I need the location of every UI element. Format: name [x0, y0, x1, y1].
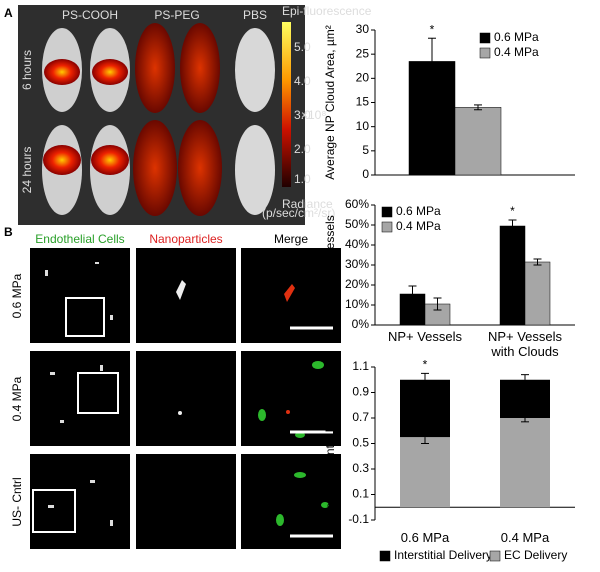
colorbar-title: Epi-fluorescence [282, 4, 372, 18]
significance-marker: * [510, 204, 515, 218]
legend-swatch [479, 47, 491, 59]
bar [454, 107, 502, 176]
x-tick-label: 0.4 MPa [500, 530, 550, 545]
y-tick-label: 1.1 [352, 359, 369, 373]
row-label: US- Cntrl [10, 477, 24, 526]
row-label: 0.6 MPa [10, 273, 24, 318]
y-tick-label: 0.3 [352, 461, 369, 475]
bar-segment [400, 379, 450, 438]
significance-marker: * [423, 358, 428, 372]
y-tick-label: 10% [345, 297, 369, 311]
x-tick-label: NP+ Vessels [387, 329, 463, 344]
colorbar-unit: (p/sec/cm²/sr) [262, 206, 335, 220]
bar-segment [400, 437, 450, 508]
y-tick-label: 0% [352, 317, 370, 331]
colorbar-tick: 5.0 [294, 40, 311, 54]
legend-swatch [379, 550, 391, 562]
legend-label: 0.6 MPa [396, 204, 441, 218]
column-label: Merge [274, 232, 308, 246]
legend-label: EC Delivery [504, 548, 567, 562]
legend-swatch [381, 206, 393, 218]
column-label: PBS [243, 8, 267, 22]
colorbar-scale: ×10⁸ [301, 108, 326, 122]
y-tick-label: 20 [356, 71, 370, 85]
y-tick-label: 0.5 [352, 436, 369, 450]
y-tick-label: 15 [356, 95, 370, 109]
colorbar-tick: 4.0 [294, 74, 311, 88]
y-tick-label: 0.7 [352, 410, 369, 424]
bar [499, 225, 526, 326]
y-tick-label: 30 [356, 22, 370, 36]
legend-swatch [381, 221, 393, 233]
panel-label: A [4, 6, 13, 20]
colorbar [282, 22, 291, 187]
y-tick-label: 0 [362, 167, 369, 181]
x-tick-label: NP+ Vessels with Clouds [487, 329, 563, 359]
row-label: 0.4 MPa [10, 376, 24, 421]
legend-label: Interstitial Delivery [394, 548, 492, 562]
column-label: Endothelial Cells [35, 232, 124, 246]
mice [42, 23, 275, 216]
y-tick-label: -0.1 [348, 512, 369, 526]
y-tick-label: 40% [345, 237, 369, 251]
y-tick-label: 10 [356, 119, 370, 133]
bar-segment [500, 379, 550, 418]
panel-label: B [4, 225, 13, 239]
y-tick-label: 30% [345, 257, 369, 271]
colorbar-tick: 1.0 [294, 172, 311, 186]
column-label: PS-COOH [62, 8, 118, 22]
y-tick-label: 5 [362, 143, 369, 157]
row-label: 6 hours [20, 50, 34, 90]
y-tick-label: 25 [356, 46, 370, 60]
y-tick-label: 60% [345, 197, 369, 211]
column-label: Nanoparticles [149, 232, 222, 246]
legend-label: 0.6 MPa [494, 30, 539, 44]
bar [524, 261, 551, 326]
y-axis-label: Percent of Vessels [323, 215, 337, 314]
colorbar-tick: 2.0 [294, 142, 311, 156]
y-axis-label: Average NP Cloud Area, µm² [323, 25, 337, 180]
bar-segment [500, 418, 550, 508]
column-label: PS-PEG [154, 8, 199, 22]
legend-swatch [489, 550, 501, 562]
row-label: 24 hours [20, 147, 34, 194]
colorbar-unit: Radiance [282, 197, 333, 211]
legend-label: 0.4 MPa [396, 219, 441, 233]
y-tick-label: 0.1 [352, 487, 369, 501]
significance-marker: * [430, 22, 435, 36]
legend-swatch [479, 32, 491, 44]
x-tick-label: 0.6 MPa [400, 530, 450, 545]
colorbar-tick: 3.0 [294, 108, 311, 122]
y-axis-label: Compartmental NP Delivery [323, 369, 337, 518]
micrographs [30, 248, 341, 549]
legend-label: 0.4 MPa [494, 45, 539, 59]
y-tick-label: 0.9 [352, 385, 369, 399]
y-tick-label: 20% [345, 277, 369, 291]
y-tick-label: 50% [345, 217, 369, 231]
